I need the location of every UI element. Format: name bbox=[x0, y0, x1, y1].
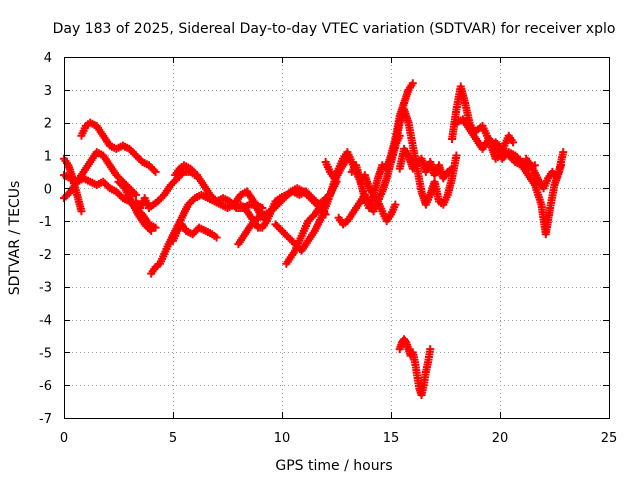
data-point bbox=[258, 203, 267, 212]
data-point bbox=[147, 226, 156, 235]
x-tick-label: 5 bbox=[169, 431, 177, 446]
series-track-c bbox=[77, 118, 160, 176]
data-point bbox=[151, 223, 160, 232]
series-track-d bbox=[60, 154, 86, 216]
y-tick-label: -1 bbox=[39, 215, 52, 230]
data-marker bbox=[149, 166, 158, 175]
series-track-q bbox=[387, 105, 461, 209]
data-point bbox=[321, 194, 330, 203]
data-point bbox=[151, 167, 160, 176]
series-track-i bbox=[169, 220, 221, 245]
data-marker bbox=[130, 189, 139, 198]
data-point bbox=[391, 200, 400, 209]
chart-title: Day 183 of 2025, Sidereal Day-to-day VTE… bbox=[53, 21, 616, 37]
tick-layer: 0 5 10 15 20 25 -7 -6 -5 -4 -3 -2 -1 0 1 2 3 4 bbox=[39, 51, 617, 446]
data-point bbox=[559, 148, 568, 157]
data-point bbox=[557, 161, 566, 170]
y-tick-label: -3 bbox=[39, 281, 52, 296]
series-track-e bbox=[114, 177, 156, 235]
y-tick-label: 4 bbox=[44, 51, 52, 66]
series-track-v bbox=[491, 138, 568, 239]
data-point bbox=[212, 233, 221, 242]
x-tick-label: 0 bbox=[60, 431, 68, 446]
x-tick-label: 25 bbox=[601, 431, 618, 446]
x-axis-title: GPS time / hours bbox=[275, 458, 392, 474]
x-tick-label: 20 bbox=[492, 431, 509, 446]
x-tick-label: 15 bbox=[383, 431, 400, 446]
series-track-s bbox=[395, 335, 435, 400]
y-tick-label: 0 bbox=[44, 182, 52, 197]
series-track-t bbox=[448, 82, 518, 163]
series-track-f bbox=[131, 167, 199, 212]
data-point bbox=[448, 164, 457, 173]
y-tick-label: 2 bbox=[44, 117, 52, 132]
data-layer bbox=[60, 79, 568, 400]
plot-frame bbox=[64, 57, 610, 419]
data-point bbox=[452, 151, 461, 160]
y-tick-label: 1 bbox=[44, 149, 52, 164]
data-marker bbox=[145, 225, 154, 234]
data-point bbox=[408, 79, 417, 88]
series-track-r bbox=[395, 144, 457, 183]
series-track-w bbox=[522, 154, 566, 193]
y-tick-label: -5 bbox=[39, 346, 52, 361]
data-point bbox=[426, 345, 435, 354]
data-marker bbox=[230, 202, 239, 211]
data-point bbox=[509, 138, 518, 147]
x-tick-label: 10 bbox=[274, 431, 291, 446]
y-tick-label: 3 bbox=[44, 84, 52, 99]
y-tick-label: -2 bbox=[39, 248, 52, 263]
y-axis-title: SDTVAR / TECUs bbox=[7, 181, 23, 296]
series-track-m bbox=[282, 194, 330, 268]
data-point bbox=[77, 207, 86, 216]
y-tick-label: -7 bbox=[39, 412, 52, 427]
y-tick-label: -4 bbox=[39, 314, 52, 329]
y-tick-label: -6 bbox=[39, 379, 52, 394]
